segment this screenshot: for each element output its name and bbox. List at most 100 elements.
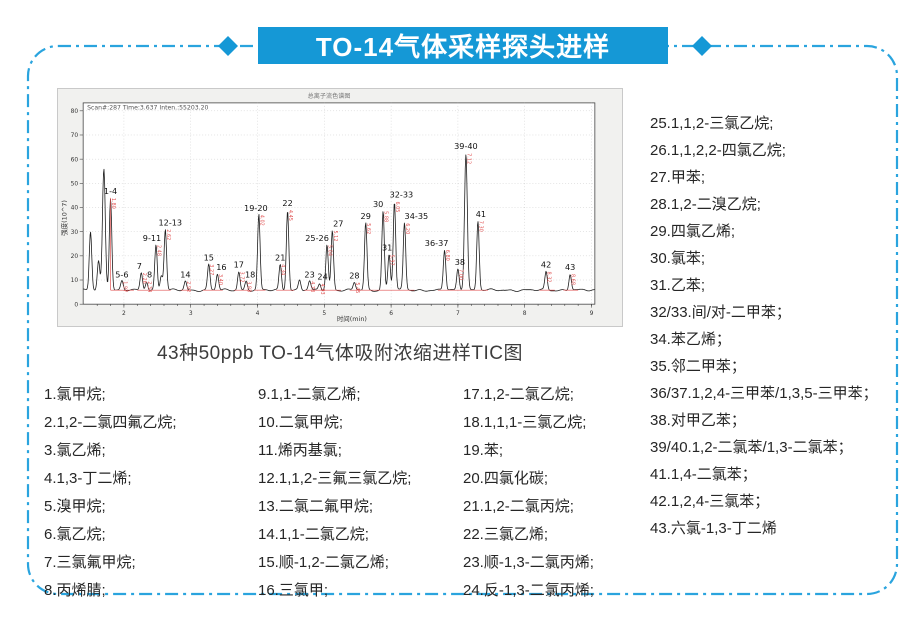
compound-item: 38.对甲乙苯； [650,412,746,429]
svg-text:5-6: 5-6 [115,269,128,279]
svg-text:18: 18 [245,269,255,279]
svg-text:时间(min): 时间(min) [337,314,367,323]
svg-text:50: 50 [71,181,79,188]
svg-text:1-4: 1-4 [104,186,117,196]
compound-item: 17.1,2-二氯乙烷; [463,386,574,403]
svg-text:8: 8 [147,269,152,279]
svg-text:40: 40 [71,205,79,212]
svg-text:19-20: 19-20 [244,203,268,213]
compound-item: 24.反-1,3-二氯丙烯; [463,582,594,599]
svg-text:3.40: 3.40 [217,274,223,285]
compound-item: 23.顺-1,3-二氯丙烯; [463,554,594,571]
svg-text:1.97: 1.97 [121,281,127,292]
svg-text:17: 17 [234,260,244,270]
svg-text:7: 7 [137,261,142,271]
svg-text:9: 9 [590,310,594,317]
compound-item: 21.1,2-二氯丙烷; [463,498,574,515]
svg-text:8.68: 8.68 [570,274,576,285]
svg-text:16: 16 [216,262,226,272]
compound-item: 25.1,1,2-三氯乙烷; [650,115,774,132]
svg-text:8: 8 [523,310,527,317]
svg-text:42: 42 [541,260,551,270]
svg-text:5.04: 5.04 [326,245,332,256]
compound-item: 2.1,2-二氯四氟乙烷; [44,414,177,431]
svg-text:60: 60 [71,156,79,163]
diamond-left-icon [218,36,238,56]
svg-text:0: 0 [74,301,78,308]
svg-text:Scan#:287 Time:3.637 Inten.:55: Scan#:287 Time:3.637 Inten.:55203.20 [87,104,208,111]
compound-item: 12.1,1,2-三氟三氯乙烷; [258,470,412,487]
compound-item: 28.1,2-二溴乙烷; [650,196,761,213]
svg-text:5: 5 [322,310,326,317]
svg-text:8.32: 8.32 [546,272,552,283]
svg-text:20: 20 [71,253,79,260]
chart-caption: 43种50ppb TO-14气体吸附浓缩进样TIC图 [156,343,523,364]
svg-text:6.80: 6.80 [444,250,450,261]
compound-item: 30.氯苯; [650,250,706,267]
svg-text:23: 23 [304,269,314,279]
svg-text:31: 31 [382,243,392,253]
svg-text:9-11: 9-11 [143,233,161,243]
compound-item: 19.苯; [463,442,504,459]
svg-text:14: 14 [180,269,190,279]
svg-text:7: 7 [456,310,460,317]
compound-item: 5.溴甲烷; [44,498,106,515]
svg-text:70: 70 [71,132,79,139]
svg-text:2.62: 2.62 [165,229,171,240]
svg-text:29: 29 [361,211,371,221]
svg-text:25-26: 25-26 [305,233,329,243]
svg-text:12-13: 12-13 [158,217,182,227]
svg-text:28: 28 [349,270,359,280]
compound-item: 41.1,4-二氯苯； [650,466,757,483]
svg-text:21: 21 [275,252,285,262]
svg-text:3.83: 3.83 [246,281,252,292]
svg-text:2.34: 2.34 [146,281,152,292]
svg-text:39-40: 39-40 [454,141,478,151]
compound-item: 27.甲苯; [650,169,706,186]
svg-text:15: 15 [204,252,214,262]
compound-item: 22.三氯乙烯; [463,526,549,543]
compound-item: 39/40.1,2-二氯苯/1,3-二氯苯； [650,439,853,456]
svg-text:41: 41 [476,209,486,219]
svg-text:3.72: 3.72 [238,272,244,283]
svg-text:80: 80 [71,108,79,115]
tic-chromatogram: 2 3 4 5 6 7 8 901020304050607080时间(min)强度(10^7)… [59,92,596,323]
svg-text:7.00: 7.00 [457,269,463,280]
svg-text:6.05: 6.05 [394,201,400,212]
svg-text:3.27: 3.27 [208,264,214,275]
compound-item: 15.顺-1,2-二氯乙烯; [258,554,389,571]
svg-text:总离子流色谱图: 总离子流色谱图 [308,92,351,100]
svg-text:4.78: 4.78 [309,281,315,292]
svg-text:5.45: 5.45 [354,282,360,293]
svg-text:5.12: 5.12 [332,230,338,241]
compound-item: 14.1,1-二氯乙烷; [258,526,369,543]
compound-item: 35.邻二甲苯； [650,358,746,375]
svg-text:24: 24 [317,272,327,282]
compound-item: 13.二氯二氟甲烷; [258,498,374,515]
compound-list-25-43: 25.1,1,2-三氯乙烷; 26.1,1,2,2-四氯乙烷; 27.甲苯; 28.1… [650,110,878,542]
compound-item: 31.乙苯; [650,277,706,294]
compound-item: 42.1,2,4-三氯苯； [650,493,770,510]
svg-text:2.26: 2.26 [141,273,147,284]
compound-item: 11.烯丙基氯; [258,442,342,459]
compound-item: 34.苯乙烯； [650,331,731,348]
svg-text:5.62: 5.62 [365,223,371,234]
compound-list-17-24: 17.1,2-二氯乙烷; 18.1,1,1-三氯乙烷; 19.苯; 20.四氯化碳; 2… [463,381,594,605]
compound-item: 43.六氯-1,3-丁二烯 [650,520,777,537]
compound-item: 3.氯乙烯; [44,442,106,459]
compound-item: 29.四氯乙烯; [650,223,736,240]
compound-item: 18.1,1,1-三氯乙烷; [463,414,587,431]
diamond-right-icon [692,36,712,56]
svg-text:2.48: 2.48 [155,245,161,256]
svg-text:强度(10^7): 强度(10^7) [59,200,68,236]
svg-text:10: 10 [71,277,79,284]
svg-text:6.20: 6.20 [404,223,410,234]
svg-text:34-35: 34-35 [405,211,429,221]
svg-text:4.02: 4.02 [258,215,264,226]
svg-text:30: 30 [373,199,383,209]
svg-text:1.80: 1.80 [110,198,116,209]
compound-list-9-16: 9.1,1-二氯乙烯; 10.二氯甲烷; 11.烯丙基氯; 12.1,1,2-三氟三氯… [258,381,411,605]
compound-item: 4.1,3-丁二烯; [44,470,132,487]
svg-text:43: 43 [565,262,575,272]
svg-text:4.93: 4.93 [319,284,325,295]
